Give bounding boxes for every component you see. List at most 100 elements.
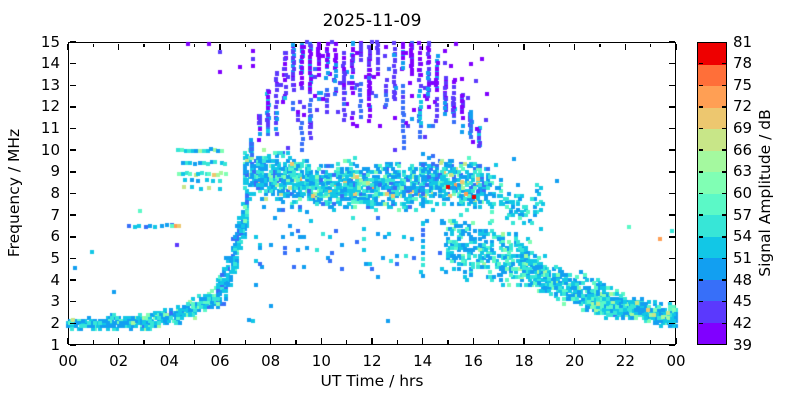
colorbar-tick xyxy=(698,84,703,87)
x-tick-label: 10 xyxy=(311,352,331,370)
y-major-tick xyxy=(69,214,76,216)
colorbar-segment xyxy=(698,129,726,151)
y-major-tick xyxy=(668,214,675,216)
y-major-tick xyxy=(69,344,76,346)
x-tick-label: 18 xyxy=(514,352,534,370)
colorbar-tick-label: 69 xyxy=(733,119,753,138)
colorbar-tick-label: 51 xyxy=(733,248,753,267)
x-minor-tick xyxy=(194,340,196,344)
colorbar-tick xyxy=(721,84,726,87)
colorbar-tick-label: 45 xyxy=(733,292,753,311)
colorbar-tick xyxy=(721,322,726,325)
x-tick-label: 08 xyxy=(261,352,281,370)
colorbar-tick-label: 66 xyxy=(733,140,753,159)
x-minor-tick xyxy=(548,43,550,47)
colorbar-tick-label: 54 xyxy=(733,227,753,246)
x-major-tick xyxy=(675,337,677,344)
colorbar-tick xyxy=(698,106,703,108)
y-major-tick xyxy=(69,300,76,303)
x-major-tick xyxy=(219,337,221,344)
x-tick-label: 22 xyxy=(615,352,635,370)
x-major-tick xyxy=(320,43,323,50)
y-major-tick xyxy=(668,257,675,260)
colorbar-tick-label: 63 xyxy=(733,162,753,181)
colorbar-tick xyxy=(698,171,703,173)
x-minor-tick xyxy=(548,340,550,344)
colorbar-tick-label: 72 xyxy=(733,97,753,116)
x-major-tick xyxy=(67,43,69,50)
x-major-tick xyxy=(168,43,171,50)
y-major-tick xyxy=(69,322,76,325)
colorbar-tick xyxy=(698,300,703,303)
colorbar-segment xyxy=(698,150,726,172)
y-major-tick xyxy=(668,84,675,87)
colorbar-tick xyxy=(721,236,726,238)
x-minor-tick xyxy=(599,340,601,344)
colorbar-segment xyxy=(698,258,726,280)
x-minor-tick xyxy=(396,43,398,47)
y-major-tick xyxy=(69,149,76,151)
y-tick-label: 2 xyxy=(50,313,60,332)
x-major-tick xyxy=(219,43,221,50)
colorbar-tick xyxy=(721,192,726,195)
y-major-tick xyxy=(668,41,675,43)
y-major-tick xyxy=(668,171,675,173)
x-major-tick xyxy=(624,43,627,50)
x-tick-label: 16 xyxy=(463,352,483,370)
y-major-tick xyxy=(69,236,76,238)
y-tick-label: 10 xyxy=(40,140,60,159)
y-major-tick xyxy=(668,300,675,303)
colorbar-tick xyxy=(721,214,726,216)
x-minor-tick xyxy=(346,43,348,47)
x-major-tick xyxy=(371,337,373,344)
y-major-tick xyxy=(69,41,76,43)
colorbar-tick xyxy=(698,279,703,281)
x-minor-tick xyxy=(194,43,196,47)
y-tick-label: 8 xyxy=(50,184,60,202)
colorbar-tick xyxy=(698,149,703,151)
x-major-tick xyxy=(523,337,525,344)
x-major-tick xyxy=(269,43,272,50)
colorbar-tick xyxy=(698,257,703,260)
colorbar-tick xyxy=(721,149,726,151)
x-major-tick xyxy=(472,337,475,344)
x-major-tick xyxy=(421,337,424,344)
colorbar-segment xyxy=(698,301,726,323)
x-major-tick xyxy=(269,337,272,344)
colorbar-tick xyxy=(721,171,726,173)
y-tick-label: 6 xyxy=(50,227,60,246)
x-minor-tick xyxy=(447,340,449,344)
x-major-tick xyxy=(320,337,323,344)
colorbar-segment xyxy=(698,193,726,215)
x-major-tick xyxy=(523,43,525,50)
x-tick-label: 04 xyxy=(159,352,179,370)
x-major-tick xyxy=(168,337,171,344)
colorbar-segment xyxy=(698,215,726,237)
x-major-tick xyxy=(117,43,120,50)
x-major-tick xyxy=(624,337,627,344)
x-minor-tick xyxy=(143,340,145,344)
colorbar-tick-label: 60 xyxy=(733,184,753,202)
y-tick-label: 1 xyxy=(50,335,60,354)
colorbar-tick xyxy=(721,62,726,65)
colorbar-segment xyxy=(698,172,726,194)
y-major-tick xyxy=(69,279,76,281)
colorbar-tick xyxy=(698,214,703,216)
y-major-tick xyxy=(668,344,675,346)
x-major-tick xyxy=(371,43,373,50)
colorbar-tick-label: 78 xyxy=(733,54,753,73)
x-minor-tick xyxy=(244,43,246,47)
colorbar-tick xyxy=(698,322,703,325)
colorbar-segment xyxy=(698,64,726,86)
x-major-tick xyxy=(573,43,576,50)
x-major-tick xyxy=(421,43,424,50)
colorbar-tick xyxy=(721,300,726,303)
colorbar-tick-label: 57 xyxy=(733,205,753,224)
colorbar-tick-label: 81 xyxy=(733,32,753,51)
y-major-tick xyxy=(668,62,675,65)
colorbar-tick-label: 42 xyxy=(733,313,753,332)
y-major-tick xyxy=(668,127,675,130)
y-major-tick xyxy=(668,106,675,108)
y-major-tick xyxy=(668,322,675,325)
